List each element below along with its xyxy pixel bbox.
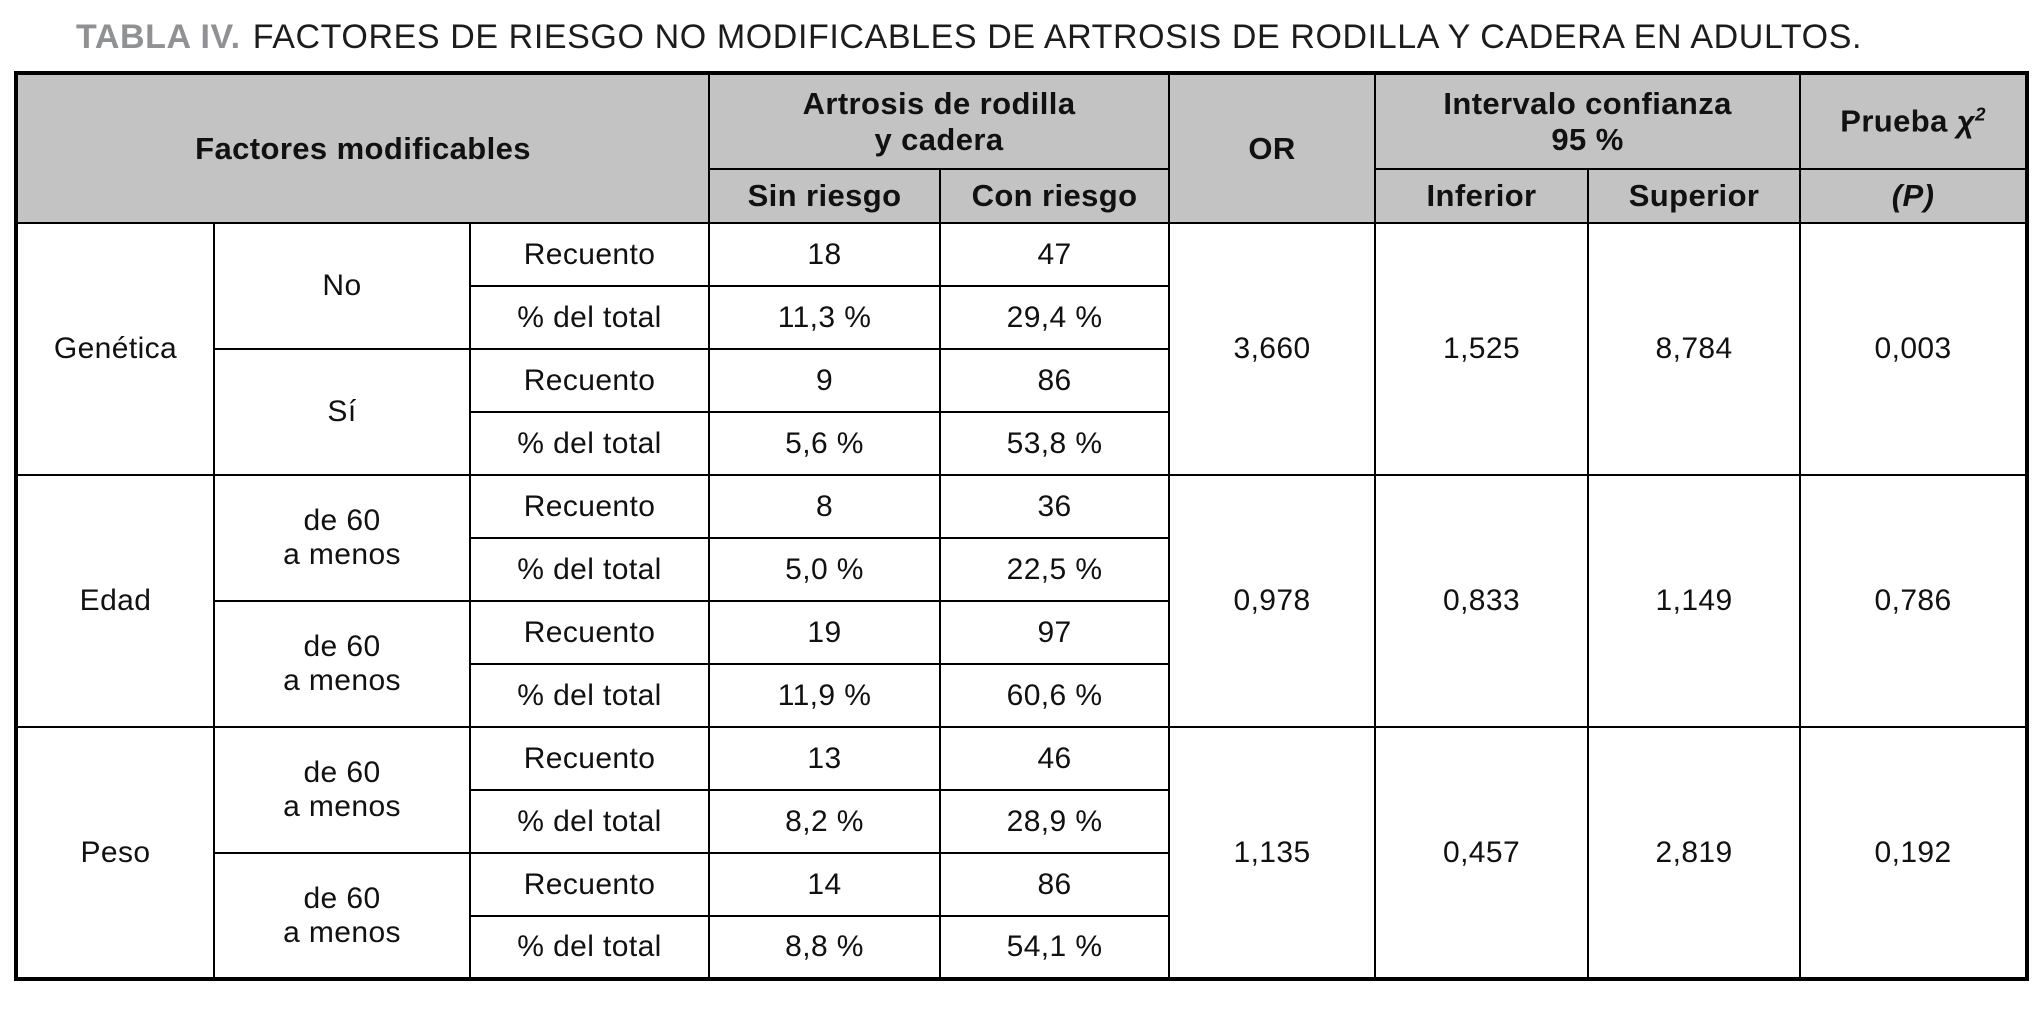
measure-label: Recuento — [468, 600, 711, 665]
measure-label: % del total — [468, 537, 711, 602]
level-cell: Sí — [213, 348, 471, 476]
table-title-label: TABLA IV. — [76, 18, 241, 56]
cell-sin-riesgo: 18 — [708, 222, 942, 287]
p-value: 0,192 — [1799, 726, 2029, 980]
cell-con-riesgo: 46 — [939, 726, 1171, 791]
cell-sin-riesgo: 5,0 % — [708, 537, 942, 602]
header-row-groups: Factores modificables Artrosis de rodill… — [14, 72, 2029, 224]
ic-inferior-value: 0,457 — [1374, 726, 1590, 980]
measure-label: % del total — [468, 411, 711, 476]
measure-label: Recuento — [468, 222, 711, 287]
page: TABLA IV. FACTORES DE RIESGO NO MODIFICAB… — [14, 18, 2030, 981]
cell-sin-riesgo: 11,9 % — [708, 663, 942, 728]
table-row: % del total 5,0 % 22,5 % — [16, 537, 2027, 602]
cell-sin-riesgo: 8,2 % — [708, 789, 942, 854]
table-header: Factores modificables Artrosis de rodill… — [14, 72, 2029, 224]
cell-con-riesgo: 22,5 % — [939, 537, 1171, 602]
table-title: TABLA IV. FACTORES DE RIESGO NO MODIFICAB… — [76, 18, 2025, 57]
cell-con-riesgo: 28,9 % — [939, 789, 1171, 854]
cell-sin-riesgo: 14 — [708, 852, 942, 917]
table-row: Genética No Recuento 18 47 3,660 1,525 8… — [15, 222, 2029, 476]
chi-squared-symbol: χ2 — [1956, 103, 1986, 139]
cell-con-riesgo: 97 — [939, 600, 1171, 665]
table-row: Peso de 60 a menos Recuento 13 46 1,135 … — [15, 726, 2029, 980]
measure-label: % del total — [468, 663, 711, 728]
or-value: 0,978 — [1168, 474, 1377, 728]
cell-con-riesgo: 36 — [939, 474, 1171, 539]
ic-superior-value: 2,819 — [1587, 726, 1802, 980]
table-body: Genética No Recuento 18 47 3,660 1,525 8… — [15, 222, 2029, 980]
header-prueba: Prueba χ2 — [1799, 72, 2029, 170]
cell-sin-riesgo: 5,6 % — [708, 411, 942, 476]
level-cell: de 60 a menos — [213, 852, 471, 980]
header-or: OR — [1168, 72, 1377, 224]
p-value: 0,786 — [1799, 474, 2029, 728]
measure-label: Recuento — [468, 474, 711, 539]
level-cell: No — [213, 222, 471, 350]
cell-con-riesgo: 86 — [939, 852, 1171, 917]
factor-cell-genetica: Genética — [15, 222, 215, 476]
header-artrosis-group: Artrosis de rodilla y cadera — [708, 72, 1171, 170]
table-row: % del total 11,3 % 29,4 % — [16, 285, 2027, 350]
cell-sin-riesgo: 8 — [708, 474, 942, 539]
measure-label: % del total — [468, 915, 711, 980]
header-row-sub: Sin riesgo Con riesgo Inferior Superior … — [16, 168, 2029, 224]
table-row: % del total 8,2 % 28,9 % — [16, 789, 2027, 854]
cell-con-riesgo: 60,6 % — [939, 663, 1171, 728]
ic-inferior-value: 0,833 — [1374, 474, 1590, 728]
cell-sin-riesgo: 9 — [708, 348, 942, 413]
level-cell: de 60 a menos — [213, 726, 471, 854]
cell-con-riesgo: 54,1 % — [939, 915, 1171, 980]
factor-cell-edad: Edad — [15, 474, 215, 728]
header-factores: Factores modificables — [14, 72, 711, 224]
header-p: (P) — [1799, 168, 2029, 224]
header-inferior: Inferior — [1374, 168, 1590, 224]
table-row: % del total 5,6 % 53,8 % — [16, 411, 2027, 476]
table-row: Sí Recuento 9 86 — [16, 348, 2027, 476]
level-cell: de 60 a menos — [213, 600, 471, 728]
cell-sin-riesgo: 8,8 % — [708, 915, 942, 980]
cell-con-riesgo: 47 — [939, 222, 1171, 287]
ic-inferior-value: 1,525 — [1374, 222, 1590, 476]
measure-label: Recuento — [468, 726, 711, 791]
factor-cell-peso: Peso — [15, 726, 215, 980]
table-row: de 60 a menos Recuento 14 86 — [16, 852, 2027, 980]
measure-label: % del total — [468, 285, 711, 350]
ic-superior-value: 1,149 — [1587, 474, 1802, 728]
data-table: Factores modificables Artrosis de rodill… — [14, 71, 2030, 981]
table-row: Edad de 60 a menos Recuento 8 36 0,978 0… — [15, 474, 2029, 728]
ic-superior-value: 8,784 — [1587, 222, 1802, 476]
header-sin-riesgo: Sin riesgo — [708, 168, 942, 224]
cell-con-riesgo: 53,8 % — [939, 411, 1171, 476]
level-cell: de 60 a menos — [213, 474, 471, 602]
p-value: 0,003 — [1799, 222, 2029, 476]
or-value: 3,660 — [1168, 222, 1377, 476]
table-row: % del total 8,8 % 54,1 % — [16, 915, 2027, 980]
header-prueba-label: Prueba — [1840, 103, 1948, 139]
or-value: 1,135 — [1168, 726, 1377, 980]
table-row: % del total 11,9 % 60,6 % — [16, 663, 2027, 728]
measure-label: Recuento — [468, 348, 711, 413]
cell-con-riesgo: 86 — [939, 348, 1171, 413]
header-con-riesgo: Con riesgo — [939, 168, 1171, 224]
header-superior: Superior — [1587, 168, 1802, 224]
cell-sin-riesgo: 19 — [708, 600, 942, 665]
measure-label: % del total — [468, 789, 711, 854]
cell-sin-riesgo: 13 — [708, 726, 942, 791]
header-ic-group: Intervalo confianza 95 % — [1374, 72, 1802, 170]
table-row: de 60 a menos Recuento 19 97 — [16, 600, 2027, 728]
cell-sin-riesgo: 11,3 % — [708, 285, 942, 350]
cell-con-riesgo: 29,4 % — [939, 285, 1171, 350]
measure-label: Recuento — [468, 852, 711, 917]
table-title-text: FACTORES DE RIESGO NO MODIFICABLES DE AR… — [252, 18, 1863, 56]
